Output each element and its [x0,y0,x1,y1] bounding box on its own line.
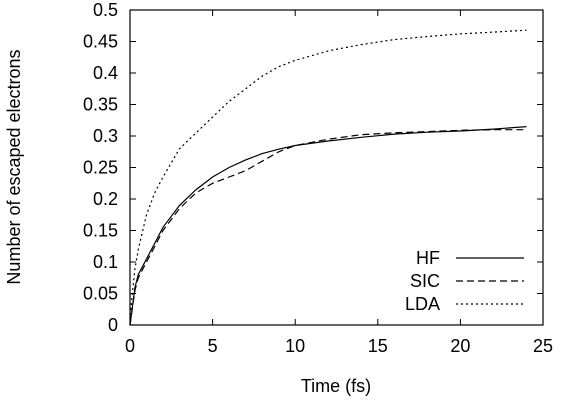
y-tick-label: 0.4 [93,63,118,83]
series-lines-group [129,29,527,326]
series-line-hf [129,126,527,326]
y-axis-label: Number of escaped electrons [4,49,24,284]
x-tick-label: 10 [285,336,305,356]
y-tick-label: 0 [108,315,118,335]
x-tick-label: 25 [533,336,553,356]
y-tick-label: 0.05 [83,284,118,304]
y-tick-label: 0.25 [83,158,118,178]
series-line-lda [129,29,527,326]
y-tick-label: 0.45 [83,32,118,52]
y-tick-label: 0.5 [93,0,118,20]
y-tick-label: 0.2 [93,189,118,209]
legend-label-hf: HF [416,248,440,268]
x-axis-label: Time (fs) [301,376,371,396]
legend: HF SIC LDA [405,248,524,314]
y-tick-label: 0.15 [83,221,118,241]
legend-label-sic: SIC [410,271,440,291]
ticks-group: 0 5 10 15 20 25 0 0.05 0.1 0.15 0.2 0.25 0.3 0.35 0.4 0… [83,0,553,356]
x-tick-label: 15 [368,336,388,356]
x-tick-label: 20 [450,336,470,356]
x-tick-label: 5 [208,336,218,356]
y-tick-label: 0.1 [93,252,118,272]
y-tick-label: 0.35 [83,95,118,115]
x-tick-label: 0 [125,336,135,356]
plot-frame [129,9,544,326]
legend-label-lda: LDA [405,294,440,314]
y-tick-label: 0.3 [93,126,118,146]
series-line-sic [129,129,527,326]
